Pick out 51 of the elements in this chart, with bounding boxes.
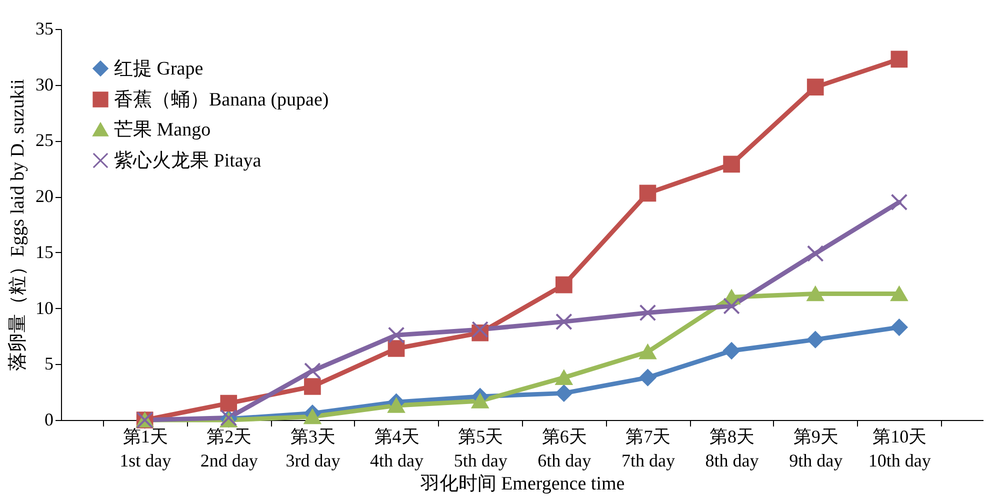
point xyxy=(890,50,908,68)
point xyxy=(555,384,572,402)
x-tick-label: 第5天 5th day xyxy=(454,426,508,470)
point xyxy=(890,194,908,211)
point xyxy=(806,331,824,348)
legend-label: 芒果 Mango xyxy=(114,120,211,140)
point xyxy=(890,286,908,302)
point xyxy=(639,184,656,202)
point xyxy=(304,378,321,395)
point xyxy=(555,313,572,330)
y-tick-label: 10 xyxy=(36,298,54,318)
x-tick-label: 第9天 9th day xyxy=(789,426,843,470)
point xyxy=(806,78,824,96)
x-axis-title: 羽化时间 Emergence time xyxy=(419,474,625,494)
y-tick-label: 30 xyxy=(36,74,54,94)
legend-label: 红提 Grape xyxy=(114,58,204,80)
point xyxy=(639,304,656,322)
y-tick-label: 25 xyxy=(36,130,54,150)
point xyxy=(890,318,908,336)
point xyxy=(388,398,405,413)
point xyxy=(723,156,740,173)
legend-label: 紫心火龙果 Pitaya xyxy=(114,150,262,172)
point xyxy=(304,409,321,424)
point xyxy=(723,342,740,360)
point xyxy=(388,340,405,357)
point xyxy=(555,370,572,385)
point xyxy=(723,298,740,314)
point xyxy=(472,394,489,408)
point xyxy=(220,394,238,412)
y-tick-label: 20 xyxy=(36,186,54,206)
point xyxy=(304,362,321,380)
x-tick-label: 第2天 2nd day xyxy=(200,426,258,470)
point xyxy=(555,276,572,294)
x-tick-label: 第6天 6th day xyxy=(538,426,592,470)
x-tick-label: 第4天 4th day xyxy=(370,426,424,470)
x-tick-label: 第10天 10th day xyxy=(868,426,931,470)
x-tick-label: 第1天 1st day xyxy=(120,426,172,470)
point xyxy=(388,326,405,344)
legend-label: 香蕉（蛹）Banana (pupae) xyxy=(114,90,329,110)
point xyxy=(639,344,656,360)
y-tick-label: 0 xyxy=(44,410,54,430)
x-tick-label: 第8天 8th day xyxy=(705,426,759,470)
x-tick-label: 第7天 7th day xyxy=(621,426,675,470)
y-tick-label: 5 xyxy=(44,354,54,374)
point xyxy=(472,321,489,338)
y-axis-title: 落卵量（粒）Eggs laid by D. suzukii xyxy=(8,79,28,371)
point xyxy=(639,369,656,386)
point xyxy=(806,286,824,302)
y-tick-label: 15 xyxy=(36,242,54,262)
x-tick-label: 第3天 3rd day xyxy=(286,426,340,470)
y-tick-label: 35 xyxy=(36,18,54,38)
